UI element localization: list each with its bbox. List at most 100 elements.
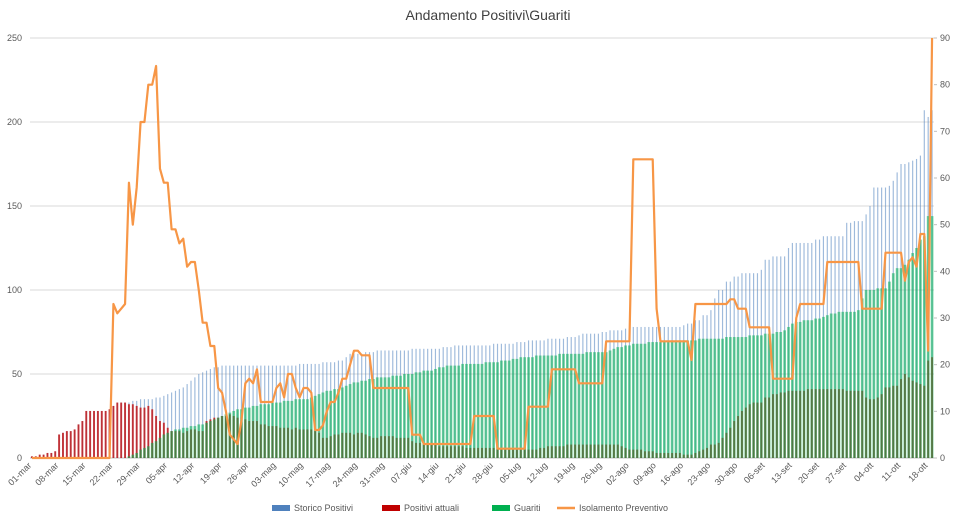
bar <box>864 290 868 458</box>
x-tick-label: 06-set <box>742 460 767 485</box>
x-tick-label: 19-lug <box>552 460 577 485</box>
bar <box>224 414 228 458</box>
bar <box>139 407 142 458</box>
bar <box>236 409 239 458</box>
bar <box>791 323 794 458</box>
bar <box>732 337 736 458</box>
bar <box>344 385 348 458</box>
bar <box>911 253 915 458</box>
x-tick-label: 14-giu <box>416 460 441 485</box>
bar <box>849 311 852 458</box>
bar <box>185 427 189 458</box>
bar <box>915 248 918 458</box>
bar <box>930 216 934 458</box>
x-tick-label: 03-mag <box>249 460 278 489</box>
bar <box>139 449 142 458</box>
bar <box>135 452 139 458</box>
bar <box>620 347 624 458</box>
bar <box>209 368 211 458</box>
bar <box>247 407 251 458</box>
bar <box>686 340 689 458</box>
x-tick-label: 22-mar <box>88 460 115 487</box>
x-tick-label: 28-giu <box>470 460 495 485</box>
chart-title: Andamento Positivi\Guariti <box>406 7 571 23</box>
bar <box>503 360 507 458</box>
bar <box>186 384 188 458</box>
bar <box>317 394 321 458</box>
bar <box>221 365 223 458</box>
bar <box>554 355 558 458</box>
bar <box>798 321 802 458</box>
bar <box>167 394 169 458</box>
bar <box>740 337 744 458</box>
bar <box>822 316 825 458</box>
bar <box>124 402 127 458</box>
bar <box>267 404 270 458</box>
bar <box>348 384 352 458</box>
bar <box>278 402 282 458</box>
x-tick-label: 11-ott <box>880 460 903 483</box>
bar <box>131 454 135 458</box>
bar <box>50 452 53 458</box>
bar <box>763 333 767 458</box>
bar <box>670 340 674 458</box>
x-tick-label: 20-set <box>796 460 821 485</box>
bar <box>891 273 895 458</box>
bar <box>752 335 755 458</box>
x-tick-label: 26-lug <box>579 460 604 485</box>
bar <box>275 402 278 458</box>
bar <box>523 357 527 458</box>
y2-tick-label: 20 <box>940 360 950 370</box>
bar <box>569 353 573 458</box>
y-tick-label: 150 <box>7 201 22 211</box>
bar <box>880 288 883 458</box>
bar <box>240 409 243 458</box>
bar <box>465 363 468 458</box>
bar <box>694 340 697 458</box>
bar <box>251 405 255 458</box>
bar <box>600 352 604 458</box>
bar <box>662 342 666 458</box>
bar <box>197 424 201 458</box>
bar <box>418 372 422 458</box>
bar <box>58 434 61 458</box>
bar <box>484 362 488 458</box>
bar <box>62 432 64 458</box>
x-tick-label: 26-apr <box>225 460 250 485</box>
x-tick-label: 07-giu <box>389 460 414 485</box>
bar <box>845 311 849 458</box>
bar <box>46 452 49 458</box>
bar <box>655 342 658 458</box>
bar <box>154 441 158 458</box>
bar <box>717 338 721 458</box>
bar <box>375 377 379 458</box>
bar <box>919 239 922 458</box>
bar <box>202 372 204 458</box>
y-tick-label: 100 <box>7 285 22 295</box>
bar <box>65 431 68 458</box>
x-tick-label: 31-mag <box>358 460 387 489</box>
bar <box>868 290 872 458</box>
bar <box>194 377 196 458</box>
bar <box>888 281 891 458</box>
bar <box>736 337 740 458</box>
bar <box>476 363 480 458</box>
bar <box>810 320 814 458</box>
bar <box>690 340 693 458</box>
bar <box>802 320 806 458</box>
legend-label: Positivi attuali <box>404 503 459 513</box>
bar <box>182 387 184 458</box>
bar <box>181 427 185 458</box>
bar <box>69 431 72 458</box>
bar <box>612 348 616 458</box>
bar <box>445 365 449 458</box>
bar <box>135 405 138 458</box>
bar <box>166 432 170 458</box>
x-tick-label: 18-ott <box>906 460 930 484</box>
bar <box>457 365 461 458</box>
bar <box>589 352 592 458</box>
bar <box>713 338 717 458</box>
bar <box>147 405 150 458</box>
bar <box>38 454 41 458</box>
